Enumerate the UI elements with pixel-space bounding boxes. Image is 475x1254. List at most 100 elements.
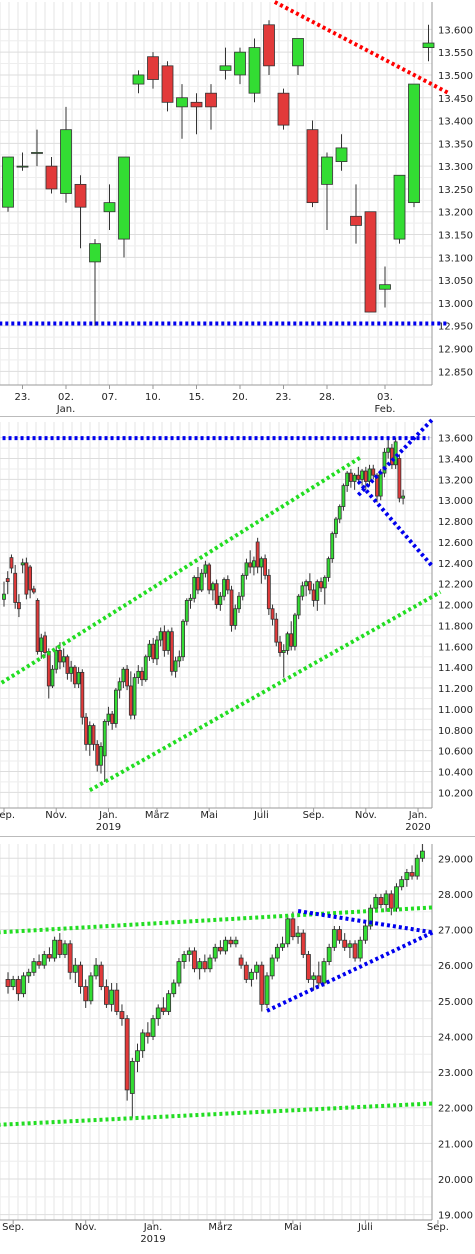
candle-body [69,666,74,674]
panel-divider [0,416,475,417]
candle-body [223,939,228,952]
candle-down [83,979,89,1008]
candle-up [269,954,275,980]
candle-body [16,165,29,168]
candle-up [150,1015,156,1041]
candle-body [300,585,305,597]
candle-body [203,564,208,574]
panel-divider [0,836,475,837]
candle-body [150,1018,156,1037]
candle-up [322,575,327,605]
candle-body [233,608,238,626]
candle-body [371,468,376,476]
candle-down [15,975,21,1001]
daily-candlestick-chart: 13.600 13.550 13.500 13.450 13.400 13.350 13.3… [0,0,473,415]
candle-up [244,558,249,580]
candle-body [54,650,59,670]
candle-body [237,595,241,610]
y-tick-label: 12.000 [438,601,473,612]
y-tick-label: 13.400 [438,117,473,128]
y-tick-label: 13.100 [438,253,473,264]
candle-body [367,468,372,482]
candle-up [158,627,163,647]
candle-up [379,266,391,308]
candle-down [263,554,268,580]
candle-up [207,954,213,973]
candle-body [252,560,256,568]
candle-up [357,936,363,962]
candle-down [169,627,174,676]
candle-up [335,134,348,171]
candle-body [95,743,100,766]
candle-body [52,939,58,959]
candle-body [118,156,130,240]
candle-down [84,713,88,751]
candle-down [78,961,83,994]
trendline [0,1101,433,1127]
candle-down [119,1004,125,1026]
candle-body [158,631,163,641]
candle-up [222,577,226,601]
candle-body [50,668,55,687]
candle-body [375,474,379,497]
candle-up [280,936,285,951]
x-tick-label: 02. [58,392,74,403]
candle-body [10,979,16,987]
candle-body [228,939,234,945]
candle-body [334,518,338,535]
candle-body [285,918,291,945]
candle-body [61,656,66,663]
x-tick-sublabel: 2019 [96,822,121,833]
y-tick-label: 12.900 [438,345,473,356]
y-tick-label: 13.200 [438,475,473,486]
candle-body [281,650,286,653]
candle-body [347,943,353,948]
candle-body [98,964,104,987]
y-tick-label: 11.600 [438,642,473,653]
candle-body [244,562,249,576]
candle-down [80,669,85,725]
candle-body [166,993,171,1012]
x-tick-label: Nov. [355,810,377,821]
candle-body [76,671,81,685]
candle-body [99,746,103,766]
y-tick-label: 13.350 [438,139,473,150]
y-tick-label: 13.000 [438,496,473,507]
candle-up [254,961,260,980]
candle-body [74,183,87,208]
candle-body [31,588,36,593]
candles [2,437,406,782]
candle-body [184,599,189,622]
candle-up [292,38,304,75]
candle-body [210,583,215,591]
candle-down [45,157,58,194]
candle-body [311,975,317,980]
candle-up [321,958,327,987]
candle-body [102,721,107,757]
candle-up [109,982,114,1012]
candle-body [43,635,47,653]
candle-body [145,1032,151,1037]
y-tick-label: 11.800 [438,621,473,632]
x-tick-label: Sep. [303,810,325,821]
candle-up [249,968,254,987]
candle-body [114,689,118,724]
candle-body [233,939,239,945]
candle-down [300,929,306,959]
candle-body [72,964,78,973]
candle-down [306,120,319,208]
candle-body [382,451,387,474]
candle-body [337,506,342,520]
candle-up [419,844,425,862]
candle-down [278,635,282,657]
candle-up [203,560,208,578]
y-tick-label: 23.000 [438,1068,473,1079]
candle-up [155,635,159,666]
candle-up [186,947,192,962]
candle-body [214,583,219,605]
candle-up [345,471,350,492]
candle-down [311,583,316,607]
candle-body [72,666,77,685]
candle-body [311,589,316,601]
candle-body [266,574,271,610]
